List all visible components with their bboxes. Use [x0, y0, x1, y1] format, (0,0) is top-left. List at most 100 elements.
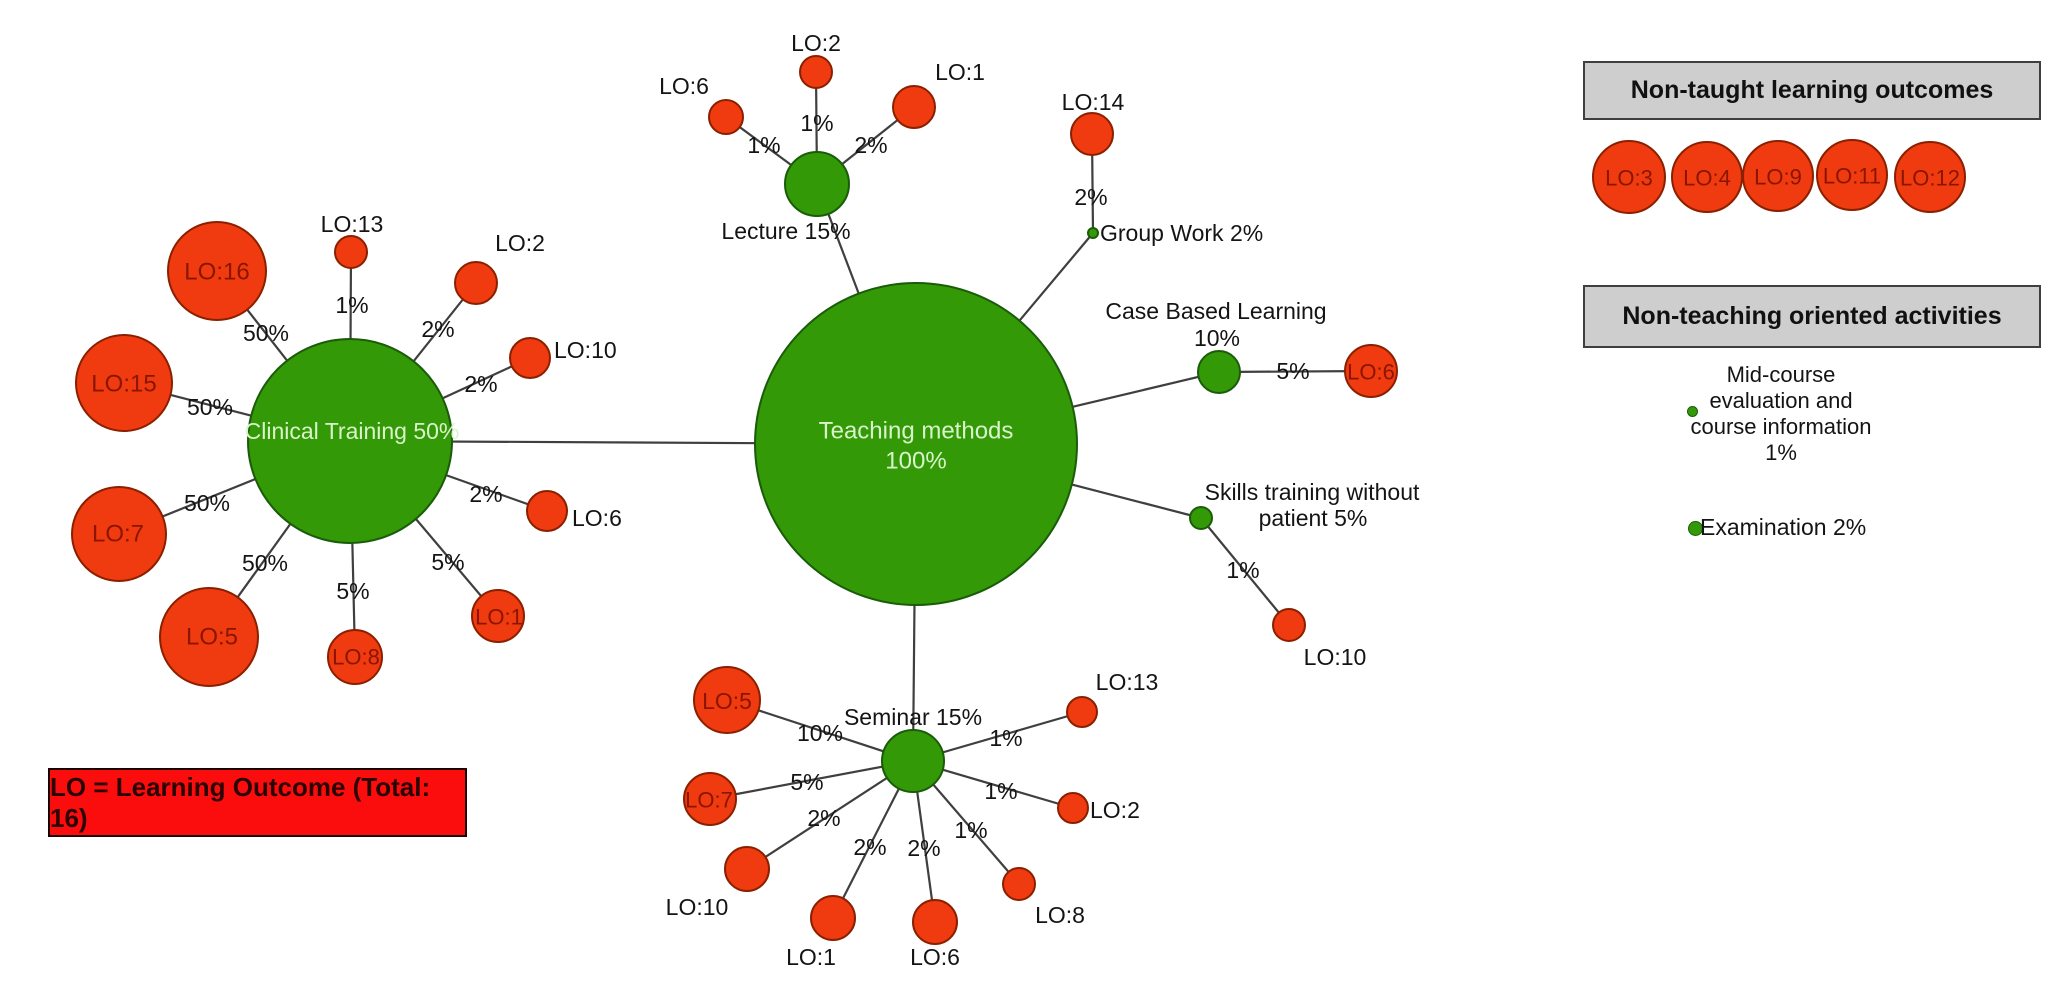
midcourse-line-1: Mid-course — [1726, 362, 1836, 387]
lo-node-sk10 — [1272, 608, 1306, 642]
lo-node-p12 — [1894, 141, 1966, 213]
node-label-se8: LO:8 — [1035, 902, 1085, 928]
node-label-se2: LO:2 — [1090, 797, 1140, 823]
node-label-le1: LO:1 — [935, 59, 985, 85]
edge-label-seminar-se8: 1% — [954, 817, 987, 843]
node-label-gw14: LO:14 — [1062, 89, 1125, 115]
node-label-cl5: LO:5 — [186, 624, 238, 651]
node-label-lecture: Lecture 15% — [721, 218, 850, 244]
lo-node-cl6 — [526, 490, 568, 532]
node-label-cbl: 10% — [1194, 325, 1240, 351]
edge-label-clinical-cl1: 5% — [431, 549, 464, 575]
edge-label-clinical-cl10: 2% — [464, 371, 497, 397]
midcourse-line-2: evaluation and — [1709, 388, 1853, 413]
edge-label-clinical-cl16: 50% — [243, 320, 289, 346]
method-node-groupwork — [1087, 227, 1099, 239]
lo-node-se10 — [724, 846, 770, 892]
edge-label-clinical-cl7: 50% — [184, 490, 230, 516]
edge-label-seminar-se13: 1% — [989, 725, 1022, 751]
lo-node-gw14 — [1070, 112, 1114, 156]
edge-label-cbl-cb6: 5% — [1276, 358, 1309, 384]
legend-box: LO = Learning Outcome (Total: 16) — [48, 768, 467, 837]
legend-text: LO = Learning Outcome (Total: 16) — [50, 771, 431, 833]
edge-label-lecture-le2: 1% — [800, 110, 833, 136]
lo-node-se2 — [1057, 792, 1089, 824]
node-label-cb6: LO:6 — [1347, 360, 1395, 385]
edge-label-seminar-se2: 1% — [984, 778, 1017, 804]
node-label-se13: LO:13 — [1096, 669, 1159, 695]
node-label-cl10: LO:10 — [554, 337, 617, 363]
non-teaching-panel-header: Non-teaching oriented activities — [1583, 285, 2041, 348]
node-label-le2: LO:2 — [791, 30, 841, 56]
edge-label-seminar-se6: 2% — [907, 835, 940, 861]
lo-node-cl7 — [71, 486, 167, 582]
node-label-cl13: LO:13 — [321, 211, 384, 237]
node-label-cl2: LO:2 — [495, 230, 545, 256]
edge-label-lecture-le6: 1% — [747, 132, 780, 158]
lo-node-le6 — [708, 99, 744, 135]
edge-label-seminar-se10: 2% — [807, 805, 840, 831]
edge-label-clinical-cl5: 50% — [242, 550, 288, 576]
edge-label-lecture-le1: 2% — [854, 132, 887, 158]
edge-label-groupwork-gw14: 2% — [1074, 184, 1107, 210]
node-label-seminar: Seminar 15% — [844, 704, 982, 730]
edge-label-seminar-se7: 5% — [790, 769, 823, 795]
node-label-cl15: LO:15 — [91, 371, 156, 398]
node-label-se6: LO:6 — [910, 944, 960, 970]
node-label-p4: LO:4 — [1683, 166, 1731, 191]
lo-node-p9 — [1742, 140, 1814, 212]
lo-node-cl5 — [159, 587, 259, 687]
node-label-groupwork: Group Work 2% — [1100, 220, 1263, 246]
method-node-seminar — [881, 729, 945, 793]
edge-label-clinical-cl6: 2% — [469, 481, 502, 507]
node-label-cl6: LO:6 — [572, 505, 622, 531]
node-label-cl8: LO:8 — [332, 645, 380, 670]
lo-node-cl2 — [454, 261, 498, 305]
edge-label-seminar-se5: 10% — [797, 720, 843, 746]
lo-node-se5 — [693, 666, 761, 734]
node-label-teaching: Teaching methods — [819, 418, 1014, 445]
lo-node-cb6 — [1344, 344, 1398, 398]
node-label-p11: LO:11 — [1823, 164, 1881, 189]
lo-node-se1 — [810, 895, 856, 941]
node-label-cbl: Case Based Learning — [1105, 298, 1326, 324]
edge-seminar-se7 — [709, 759, 914, 801]
lo-node-le2 — [799, 55, 833, 89]
node-label-cl16: LO:16 — [184, 259, 249, 286]
node-label-skills: patient 5% — [1259, 505, 1368, 531]
node-label-se1: LO:1 — [786, 944, 836, 970]
node-label-skills: Skills training without — [1205, 479, 1420, 505]
node-label-p12: LO:12 — [1900, 166, 1960, 191]
examination-dot-icon — [1688, 521, 1703, 536]
lo-node-se13 — [1066, 696, 1098, 728]
lo-node-le1 — [892, 85, 936, 129]
lo-node-cl16 — [167, 221, 267, 321]
midcourse-line-4: 1% — [1765, 440, 1797, 465]
method-node-skills — [1189, 506, 1213, 530]
lo-node-cl1 — [471, 589, 525, 643]
lo-node-cl13 — [334, 235, 368, 269]
node-label-se5: LO:5 — [702, 688, 752, 714]
lo-node-se7 — [683, 772, 737, 826]
node-label-sk10: LO:10 — [1304, 644, 1367, 670]
node-label-le6: LO:6 — [659, 73, 709, 99]
method-node-teaching — [754, 282, 1078, 606]
lo-node-se6 — [912, 899, 958, 945]
node-label-se7: LO:7 — [685, 788, 733, 813]
lo-node-cl15 — [75, 334, 173, 432]
method-node-lecture — [784, 151, 850, 217]
edge-label-clinical-cl15: 50% — [187, 394, 233, 420]
edge-label-skills-sk10: 1% — [1226, 557, 1259, 583]
node-label-se10: LO:10 — [666, 894, 729, 920]
node-label-cl1: LO:1 — [475, 605, 523, 630]
non-taught-panel-title: Non-taught learning outcomes — [1630, 76, 1994, 104]
edge-seminar-se10 — [746, 760, 914, 870]
edge-label-clinical-cl8: 5% — [336, 578, 369, 604]
examination-label: Examination 2% — [1700, 513, 1867, 540]
node-label-p3: LO:3 — [1605, 166, 1653, 191]
lo-node-p4 — [1671, 141, 1743, 213]
node-label-teaching: 100% — [885, 448, 946, 475]
midcourse-line-3: course information — [1690, 414, 1872, 439]
